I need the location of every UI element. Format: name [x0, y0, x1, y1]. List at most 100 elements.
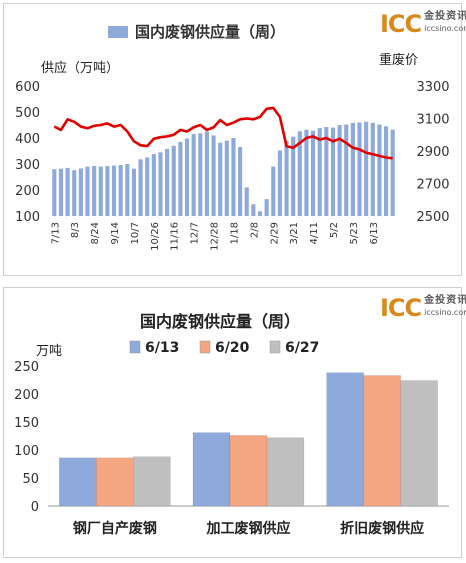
- supply-bar: [118, 165, 123, 216]
- category-label: 加工废钢供应: [206, 520, 291, 537]
- x-tick-label: 5/2: [329, 222, 340, 238]
- y-tick-label: 400: [15, 132, 40, 147]
- supply-bar: [390, 129, 395, 216]
- legend-swatch: [269, 340, 281, 354]
- supply-bar: [311, 130, 316, 216]
- y-tick-label: 200: [14, 388, 39, 403]
- y2-tick-label: 3300: [416, 80, 449, 95]
- supply-bar: [211, 135, 216, 216]
- logo-url: iccsino.com: [424, 308, 466, 317]
- supply-bar: [218, 142, 223, 216]
- supply-bar: [291, 136, 296, 216]
- supply-bar: [330, 127, 336, 216]
- supply-bar: [324, 127, 329, 216]
- x-tick-label: 6/13: [369, 222, 380, 244]
- supply-bar: [350, 122, 355, 216]
- legend-swatch: [108, 26, 128, 38]
- x-tick-label: 7/13: [50, 222, 61, 244]
- supply-bar: [264, 199, 269, 216]
- series-bar: [229, 435, 268, 507]
- chart-supply-price: 国内废钢供应量（周） 供应（万吨） 重废价 100 200 300 400 500 600 250…: [15, 23, 449, 251]
- supply-bar: [344, 124, 349, 216]
- y-tick-label: 500: [15, 106, 40, 121]
- icc-logo: ICC 金投资讯 iccsino.com: [380, 10, 466, 38]
- series-bar: [133, 456, 171, 507]
- legend-label: 6/27: [285, 340, 319, 356]
- supply-bar: [138, 159, 143, 216]
- supply-bar: [78, 168, 83, 216]
- supply-bar: [125, 164, 130, 216]
- x-tick-label: 10/7: [130, 222, 141, 244]
- y-axis-title: 万吨: [36, 344, 62, 359]
- supply-bar: [111, 165, 117, 216]
- legend-label: 6/13: [145, 340, 179, 356]
- legend-swatch: [129, 340, 141, 354]
- category-label: 折旧废钢供应: [340, 520, 424, 537]
- supply-bar: [357, 122, 362, 216]
- x-tick-label: 8/24: [90, 222, 101, 244]
- supply-bar: [58, 168, 64, 216]
- supply-bar: [257, 211, 263, 216]
- supply-bar: [105, 166, 110, 216]
- supply-bar: [224, 140, 229, 216]
- x-tick-label: 4/11: [309, 222, 320, 244]
- supply-bar: [178, 141, 183, 216]
- chart-panel-weekly-comparison: 国内废钢供应量（周） 万吨 6/13 6/20 6/27 0 50 100 150 200 250 钢…: [3, 287, 466, 558]
- logo-mark: ICC: [380, 10, 422, 38]
- y-tick-label: 100: [15, 210, 40, 225]
- y2-tick-label: 2900: [416, 145, 449, 160]
- x-tick-label: 10/26: [150, 222, 161, 251]
- supply-bar: [158, 152, 163, 216]
- y-tick-label: 50: [22, 472, 39, 487]
- logo-mark: ICC: [380, 294, 422, 322]
- y-tick-label: 100: [14, 444, 39, 459]
- x-tick-label: 5/23: [349, 222, 360, 244]
- supply-bar: [231, 138, 236, 216]
- supply-bar: [131, 168, 136, 216]
- supply-bar: [85, 166, 90, 216]
- supply-bar: [72, 170, 77, 216]
- supply-bar: [238, 147, 243, 216]
- x-tick-label: 2/8: [249, 222, 260, 238]
- legend-label: 6/20: [215, 340, 250, 356]
- x-tick-label: 8/3: [70, 222, 81, 238]
- logo-name: 金投资讯: [424, 295, 466, 306]
- x-tick-label: 12/28: [210, 222, 221, 251]
- y2-tick-label: 2700: [416, 178, 449, 193]
- series-bar: [192, 432, 231, 507]
- supply-bar: [151, 154, 156, 216]
- legend-swatch: [199, 340, 211, 354]
- series-bar: [59, 457, 97, 507]
- series-bar: [96, 457, 134, 507]
- y-axis-title: 供应（万吨）: [41, 60, 119, 76]
- category-label: 钢厂自产废钢: [73, 520, 157, 537]
- supply-bar: [317, 128, 322, 216]
- series-bar: [266, 437, 305, 507]
- supply-bar: [364, 121, 369, 216]
- series-bar: [326, 372, 364, 507]
- chart-title: 国内废钢供应量（周）: [140, 312, 300, 331]
- supply-bar: [297, 131, 302, 216]
- x-tick-label: 9/14: [110, 222, 121, 244]
- supply-bar: [92, 166, 97, 216]
- icc-logo: ICC 金投资讯 iccsino.com: [380, 294, 466, 322]
- supply-bar: [184, 138, 190, 216]
- y2-tick-label: 2500: [416, 210, 449, 225]
- price-line: [53, 106, 393, 160]
- supply-bar: [191, 134, 196, 216]
- supply-bar: [277, 150, 282, 216]
- supply-bar: [304, 129, 309, 216]
- supply-bar: [145, 157, 150, 216]
- y-tick-label: 250: [14, 360, 39, 375]
- x-tick-label: 1/18: [229, 222, 240, 244]
- supply-bar: [370, 122, 375, 216]
- supply-bar: [383, 126, 389, 216]
- y2-axis-title: 重废价: [379, 52, 418, 68]
- supply-bar: [52, 169, 57, 216]
- logo-name: 金投资讯: [424, 11, 466, 22]
- series-bar: [400, 380, 438, 507]
- y-tick-label: 200: [15, 184, 40, 199]
- x-tick-label: 11/16: [170, 222, 181, 251]
- y-tick-label: 150: [14, 416, 39, 431]
- supply-bar: [337, 125, 342, 216]
